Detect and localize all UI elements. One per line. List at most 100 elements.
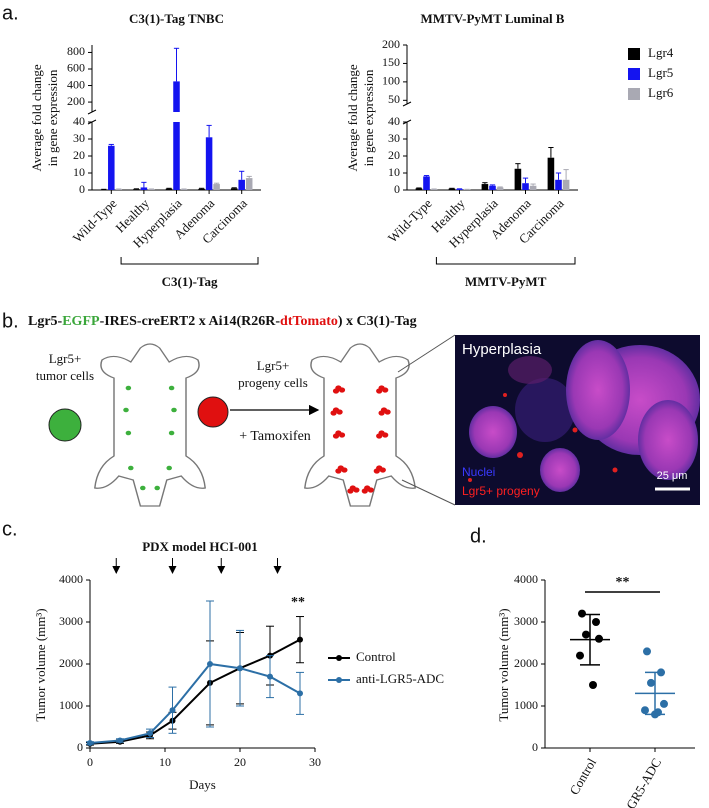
- scale-bar-label: 25 μm: [657, 470, 688, 482]
- diagram-title: Lgr5-EGFP-IRES-creERT2 x Ai14(R26R-dtTom…: [28, 314, 417, 329]
- gland-dot: [125, 430, 132, 436]
- x-tick-label: anti-LGR5-ADC: [607, 755, 664, 808]
- chart-title: C3(1)-Tag TNBC: [129, 11, 224, 26]
- point: [582, 630, 590, 639]
- legend-label: Lgr5: [648, 65, 673, 80]
- y-tick-label: 50: [388, 92, 400, 106]
- bar: [522, 183, 529, 190]
- label: Lgr5+: [49, 351, 82, 366]
- label: tumor cells: [36, 368, 94, 383]
- gland-dot: [336, 409, 343, 415]
- legend-label: Lgr6: [648, 85, 674, 100]
- point: [297, 690, 303, 697]
- gland-dot: [367, 487, 374, 493]
- image-legend: Nuclei: [462, 465, 495, 479]
- title-part: Lgr5-: [28, 314, 63, 329]
- zoom-line: [401, 479, 456, 506]
- y-tick-label: 3000: [59, 614, 83, 628]
- bar: [423, 176, 430, 190]
- gland-dot: [338, 387, 346, 393]
- gland-dot: [140, 485, 146, 491]
- y-tick-label: 600: [67, 61, 85, 75]
- label: + Tamoxifen: [239, 429, 311, 444]
- x-tick-label: 0: [87, 755, 93, 769]
- image-legend: Lgr5+ progeny: [462, 484, 540, 498]
- title-part: EGFP: [62, 314, 100, 329]
- gland-dot: [373, 468, 380, 474]
- x-tick-label: Control: [566, 755, 599, 797]
- x-tick-label: Wild-Type: [70, 195, 120, 245]
- y-axis-label: Tumor volume (mm³): [33, 608, 48, 721]
- point: [87, 739, 93, 746]
- y-tick-label: 4000: [59, 572, 83, 586]
- legend-label: Control: [356, 649, 396, 664]
- group-bracket: [120, 257, 259, 265]
- y-tick-label: 40: [388, 114, 400, 128]
- bar: [529, 185, 537, 190]
- y-tick-label: 2000: [514, 656, 538, 670]
- legend-label: anti-LGR5-ADC: [356, 671, 444, 686]
- y-tick-label: 4000: [514, 572, 538, 586]
- y-axis-label: in gene expression: [361, 69, 376, 166]
- gland-dot: [128, 465, 134, 471]
- y-tick-label: 150: [382, 55, 400, 69]
- gland-dot: [347, 488, 354, 494]
- axis-break: [87, 109, 97, 115]
- bar: [165, 188, 173, 190]
- point: [147, 730, 153, 737]
- legend-marker: [336, 655, 342, 661]
- series-line: [89, 662, 301, 744]
- gland-dot: [166, 465, 172, 471]
- x-axis-label: Days: [189, 777, 216, 792]
- bar: [173, 122, 180, 190]
- legend-swatch: [628, 48, 640, 60]
- group-label: MMTV-PyMT: [465, 274, 547, 289]
- point: [237, 665, 243, 672]
- gland-dot: [382, 387, 389, 393]
- point: [297, 636, 303, 643]
- y-tick-label: 0: [532, 740, 538, 754]
- bar: [148, 189, 155, 190]
- red-cell: [197, 396, 229, 428]
- title-part: dtTomato: [280, 314, 338, 329]
- micrograph: [455, 335, 700, 505]
- bar: [430, 189, 438, 190]
- gland-dot: [338, 432, 346, 438]
- bar: [115, 189, 123, 190]
- bar: [415, 188, 423, 190]
- series-line: [89, 638, 301, 745]
- y-tick-label: 30: [73, 131, 85, 145]
- gland-dot: [154, 485, 160, 491]
- point: [641, 706, 649, 715]
- gland-dot: [168, 430, 175, 436]
- label: progeny cells: [238, 375, 308, 390]
- gland-dot: [376, 433, 383, 439]
- bar: [456, 189, 463, 190]
- y-tick-label: 20: [388, 148, 400, 162]
- y-tick-label: 40: [73, 114, 85, 128]
- panel-label: c.: [2, 518, 18, 540]
- gland-dot: [332, 433, 340, 439]
- legend-swatch: [628, 88, 640, 100]
- bar: [481, 184, 489, 190]
- y-tick-label: 2000: [59, 656, 83, 670]
- x-tick-label: 10: [159, 755, 171, 769]
- bar: [555, 179, 562, 190]
- mouse: [94, 343, 206, 507]
- title-part: -IRES-creERT2 x Ai14(R26R-: [100, 314, 281, 329]
- bar: [514, 168, 522, 190]
- legend-swatch: [628, 68, 640, 80]
- y-axis-label: Tumor volume (mm³): [496, 608, 511, 721]
- gland-dot: [171, 407, 177, 413]
- point: [207, 661, 213, 667]
- y-tick-label: 3000: [514, 614, 538, 628]
- bar: [213, 184, 220, 190]
- gland-dot: [330, 410, 337, 416]
- y-tick-label: 1000: [514, 698, 538, 712]
- bar: [173, 81, 180, 112]
- mouse: [304, 343, 416, 507]
- y-tick-label: 200: [67, 94, 85, 108]
- y-tick-label: 800: [67, 44, 85, 58]
- point: [647, 678, 655, 687]
